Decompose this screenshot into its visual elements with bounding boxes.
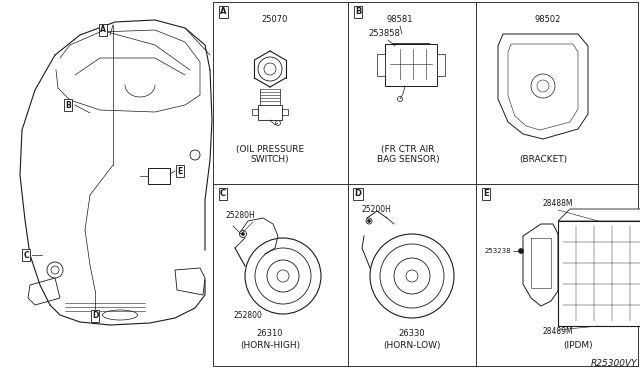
Polygon shape	[28, 278, 60, 305]
Text: 98502: 98502	[535, 15, 561, 24]
Circle shape	[367, 219, 371, 222]
Circle shape	[380, 244, 444, 308]
Text: 25070: 25070	[262, 15, 288, 24]
Bar	[213, 2, 638, 366]
Text: 26310: 26310	[257, 329, 284, 338]
Text: 25280H: 25280H	[225, 211, 255, 220]
Circle shape	[239, 231, 246, 237]
Text: 98581: 98581	[387, 15, 413, 24]
Text: E: E	[177, 167, 182, 176]
Bar	[377, 54, 385, 76]
Circle shape	[264, 63, 276, 75]
Text: 28488M: 28488M	[543, 199, 573, 208]
Circle shape	[190, 150, 200, 160]
Circle shape	[531, 74, 555, 98]
Text: SWITCH): SWITCH)	[251, 155, 289, 164]
Text: A: A	[100, 26, 106, 35]
Polygon shape	[523, 224, 558, 306]
Text: BAG SENSOR): BAG SENSOR)	[377, 155, 439, 164]
Text: R25300VY: R25300VY	[590, 359, 637, 368]
Circle shape	[277, 270, 289, 282]
Text: D: D	[355, 189, 362, 199]
Circle shape	[370, 234, 454, 318]
Circle shape	[241, 232, 244, 235]
Text: 28489M: 28489M	[543, 327, 573, 336]
Circle shape	[275, 121, 280, 125]
Text: 26330: 26330	[399, 329, 426, 338]
Text: (BRACKET): (BRACKET)	[519, 155, 567, 164]
Text: (OIL PRESSURE: (OIL PRESSURE	[236, 145, 304, 154]
Circle shape	[537, 80, 549, 92]
Circle shape	[51, 266, 59, 274]
Circle shape	[267, 260, 299, 292]
Polygon shape	[558, 209, 640, 221]
Circle shape	[47, 262, 63, 278]
Text: (IPDM): (IPDM)	[563, 341, 593, 350]
Circle shape	[397, 96, 403, 102]
Text: C: C	[23, 250, 29, 260]
Text: B: B	[65, 100, 71, 109]
Ellipse shape	[102, 310, 138, 320]
Text: 252800: 252800	[233, 311, 262, 320]
Circle shape	[518, 248, 524, 253]
Text: (FR CTR AIR: (FR CTR AIR	[381, 145, 435, 154]
Circle shape	[366, 218, 372, 224]
Text: 25200H: 25200H	[362, 205, 392, 214]
Polygon shape	[498, 34, 588, 139]
Polygon shape	[508, 44, 578, 130]
Text: (HORN-LOW): (HORN-LOW)	[383, 341, 441, 350]
Circle shape	[255, 248, 311, 304]
Circle shape	[394, 258, 430, 294]
Text: C: C	[220, 189, 226, 199]
Text: 253858: 253858	[368, 29, 400, 38]
Text: A: A	[220, 7, 227, 16]
Circle shape	[275, 301, 282, 308]
Text: (HORN-HIGH): (HORN-HIGH)	[240, 341, 300, 350]
Bar	[148, 168, 170, 184]
Circle shape	[258, 57, 282, 81]
Bar	[437, 54, 445, 76]
Text: B: B	[355, 7, 361, 16]
Bar	[385, 44, 437, 86]
Circle shape	[245, 238, 321, 314]
Text: 253238: 253238	[484, 248, 511, 254]
Circle shape	[276, 302, 280, 305]
Polygon shape	[175, 268, 205, 295]
Circle shape	[406, 270, 418, 282]
Text: E: E	[483, 189, 489, 199]
Bar	[258, 105, 282, 120]
Text: D: D	[92, 311, 98, 321]
Bar	[558, 221, 640, 326]
